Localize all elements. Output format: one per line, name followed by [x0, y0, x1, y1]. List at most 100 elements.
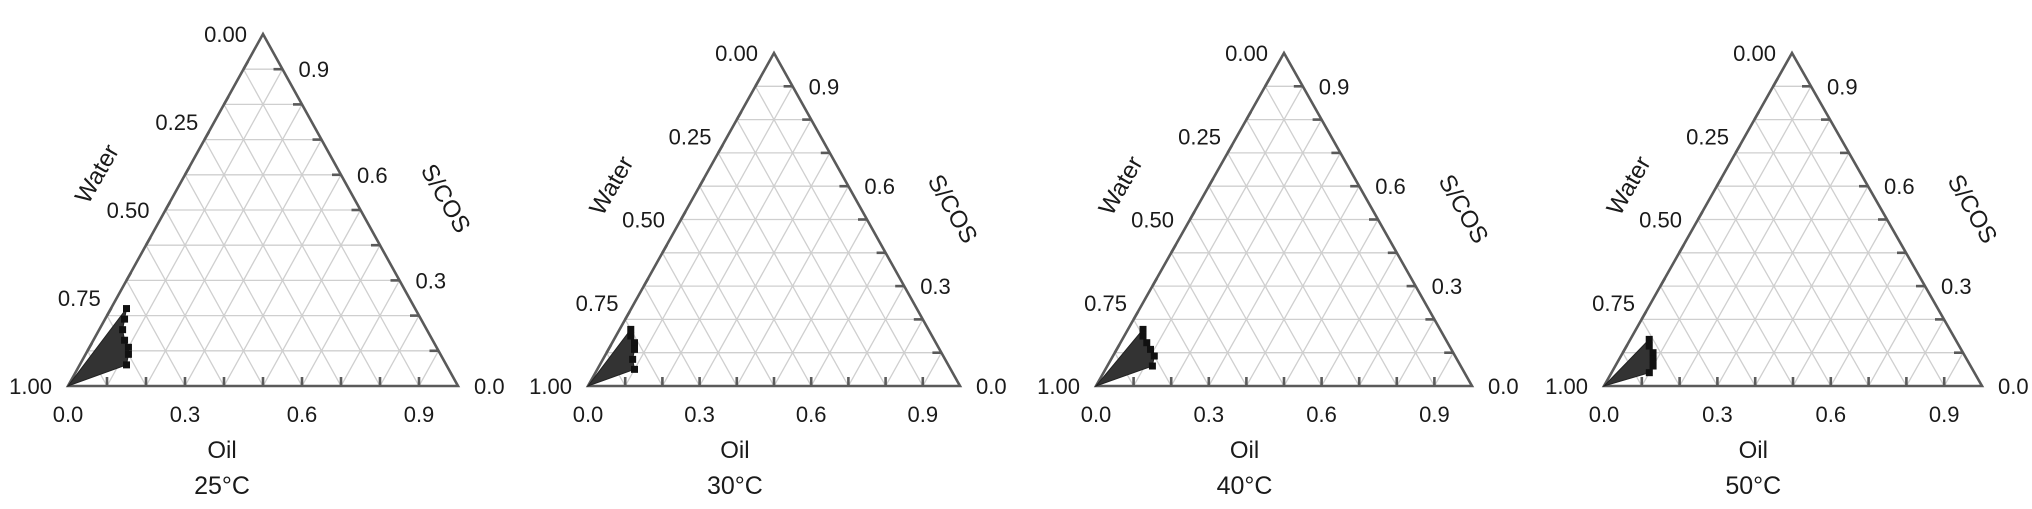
axis-tick — [183, 166, 191, 176]
oil-axis-label: Oil — [720, 437, 749, 464]
axis-tick — [1207, 177, 1215, 187]
right-tick-label: 0.6 — [1884, 174, 1915, 199]
grid-line — [624, 85, 794, 387]
bottom-tick-label: 0.3 — [1194, 402, 1225, 427]
temperature-label: 40°C — [1217, 472, 1273, 500]
axis-tick — [679, 211, 687, 221]
right-tick-label: 0.3 — [1432, 274, 1463, 299]
grid-line — [1905, 319, 1945, 387]
bottom-tick-label: 0.3 — [170, 402, 201, 427]
axis-tick — [1753, 111, 1761, 121]
bottom-tick-label: 0.6 — [796, 402, 827, 427]
axis-tick — [1772, 77, 1779, 87]
bottom-tick-label: 0.0 — [573, 402, 604, 427]
grid-line — [699, 152, 831, 387]
data-point — [627, 325, 635, 333]
bottom-tick-label: 0.6 — [1816, 402, 1847, 427]
axis-tick — [624, 310, 631, 321]
grid-line — [125, 280, 186, 387]
left-tick-label: 0.25 — [155, 110, 198, 135]
axis-tick — [125, 271, 133, 282]
grid-line — [301, 244, 381, 387]
data-point — [1645, 335, 1653, 343]
grid-line — [1772, 85, 1945, 387]
scos-axis-label: S/COS — [1433, 170, 1494, 248]
microemulsion-region — [66, 308, 129, 388]
left-tick-label: 0.25 — [1686, 124, 1729, 149]
bottom-tick-label: 0.9 — [1419, 402, 1450, 427]
grid-line — [262, 209, 362, 387]
axis-tick — [1226, 144, 1234, 154]
grid-line — [1133, 85, 1304, 387]
grid-line — [164, 209, 264, 387]
data-point — [631, 339, 638, 347]
axis-tick — [1245, 111, 1253, 121]
grid-line — [1227, 152, 1360, 387]
data-point — [1139, 332, 1147, 340]
ternary-chart-1: 0.0 0.3 0.6 0.9 0.00 0.25 0.50 0.75 1.00 0.9 0.6 0.… — [9, 22, 504, 500]
grid-line — [1170, 252, 1247, 387]
axis-tick — [754, 77, 762, 87]
data-point — [123, 361, 130, 369]
right-tick-label: 0.3 — [1941, 274, 1972, 299]
grid-line — [184, 139, 323, 387]
grid-line — [847, 285, 905, 387]
grid-line — [885, 319, 924, 387]
right-tick-label: 0.9 — [809, 74, 840, 99]
oil-axis-label: Oil — [207, 437, 236, 464]
left-tick-label: 0.75 — [1592, 291, 1635, 316]
left-tick-label: 1.00 — [9, 374, 52, 399]
grid-line — [1358, 285, 1417, 387]
grid-line — [1716, 152, 1850, 387]
bottom-tick-label: 0.9 — [908, 402, 939, 427]
left-tick-label: 0.00 — [204, 22, 247, 47]
left-tick-label: 0.50 — [1639, 208, 1682, 233]
data-point — [627, 332, 635, 340]
grid-line — [1697, 219, 1794, 387]
axis-tick — [144, 236, 152, 246]
left-tick-label: 0.50 — [622, 208, 665, 233]
left-tick-label: 0.75 — [1084, 291, 1127, 316]
right-tick-label: 0.0 — [976, 374, 1007, 399]
left-tick-label: 0.00 — [715, 41, 758, 66]
axis-tick — [1188, 211, 1196, 221]
data-point — [124, 343, 132, 351]
data-point — [1649, 362, 1657, 370]
bottom-tick-label: 0.3 — [684, 402, 715, 427]
data-point — [121, 315, 129, 323]
right-tick-label: 0.6 — [864, 174, 895, 199]
axis-tick — [1621, 344, 1629, 354]
grid-line — [1943, 352, 1964, 387]
grid-line — [1641, 85, 1812, 387]
axis-tick — [717, 144, 724, 154]
data-point — [124, 350, 132, 358]
grid-line — [106, 68, 284, 387]
data-point — [1645, 369, 1653, 377]
grid-line — [1678, 252, 1756, 387]
grid-line — [661, 252, 738, 387]
bottom-tick-label: 0.6 — [287, 402, 318, 427]
axis-tick — [735, 111, 743, 121]
axis-tick — [105, 307, 113, 317]
axis-tick — [661, 244, 669, 254]
bottom-tick-label: 0.0 — [53, 402, 84, 427]
right-tick-label: 0.9 — [299, 57, 330, 82]
oil-axis-label: Oil — [1739, 437, 1768, 464]
data-point — [119, 326, 127, 334]
right-tick-label: 0.3 — [416, 268, 447, 293]
left-tick-label: 0.00 — [1225, 41, 1268, 66]
grid-line — [418, 350, 440, 387]
grid-line — [242, 68, 420, 387]
grid-line — [379, 315, 420, 387]
scos-axis-label: S/COS — [1942, 170, 2003, 248]
left-tick-label: 1.00 — [1545, 374, 1588, 399]
axis-tick — [1640, 310, 1648, 321]
left-tick-label: 0.25 — [669, 124, 712, 149]
axis-tick — [698, 177, 706, 187]
data-point — [1150, 352, 1158, 360]
data-point — [631, 345, 638, 353]
bottom-tick-label: 0.9 — [1929, 402, 1960, 427]
right-tick-label: 0.0 — [474, 374, 505, 399]
axis-tick — [1170, 244, 1177, 254]
axis-tick — [605, 344, 613, 354]
